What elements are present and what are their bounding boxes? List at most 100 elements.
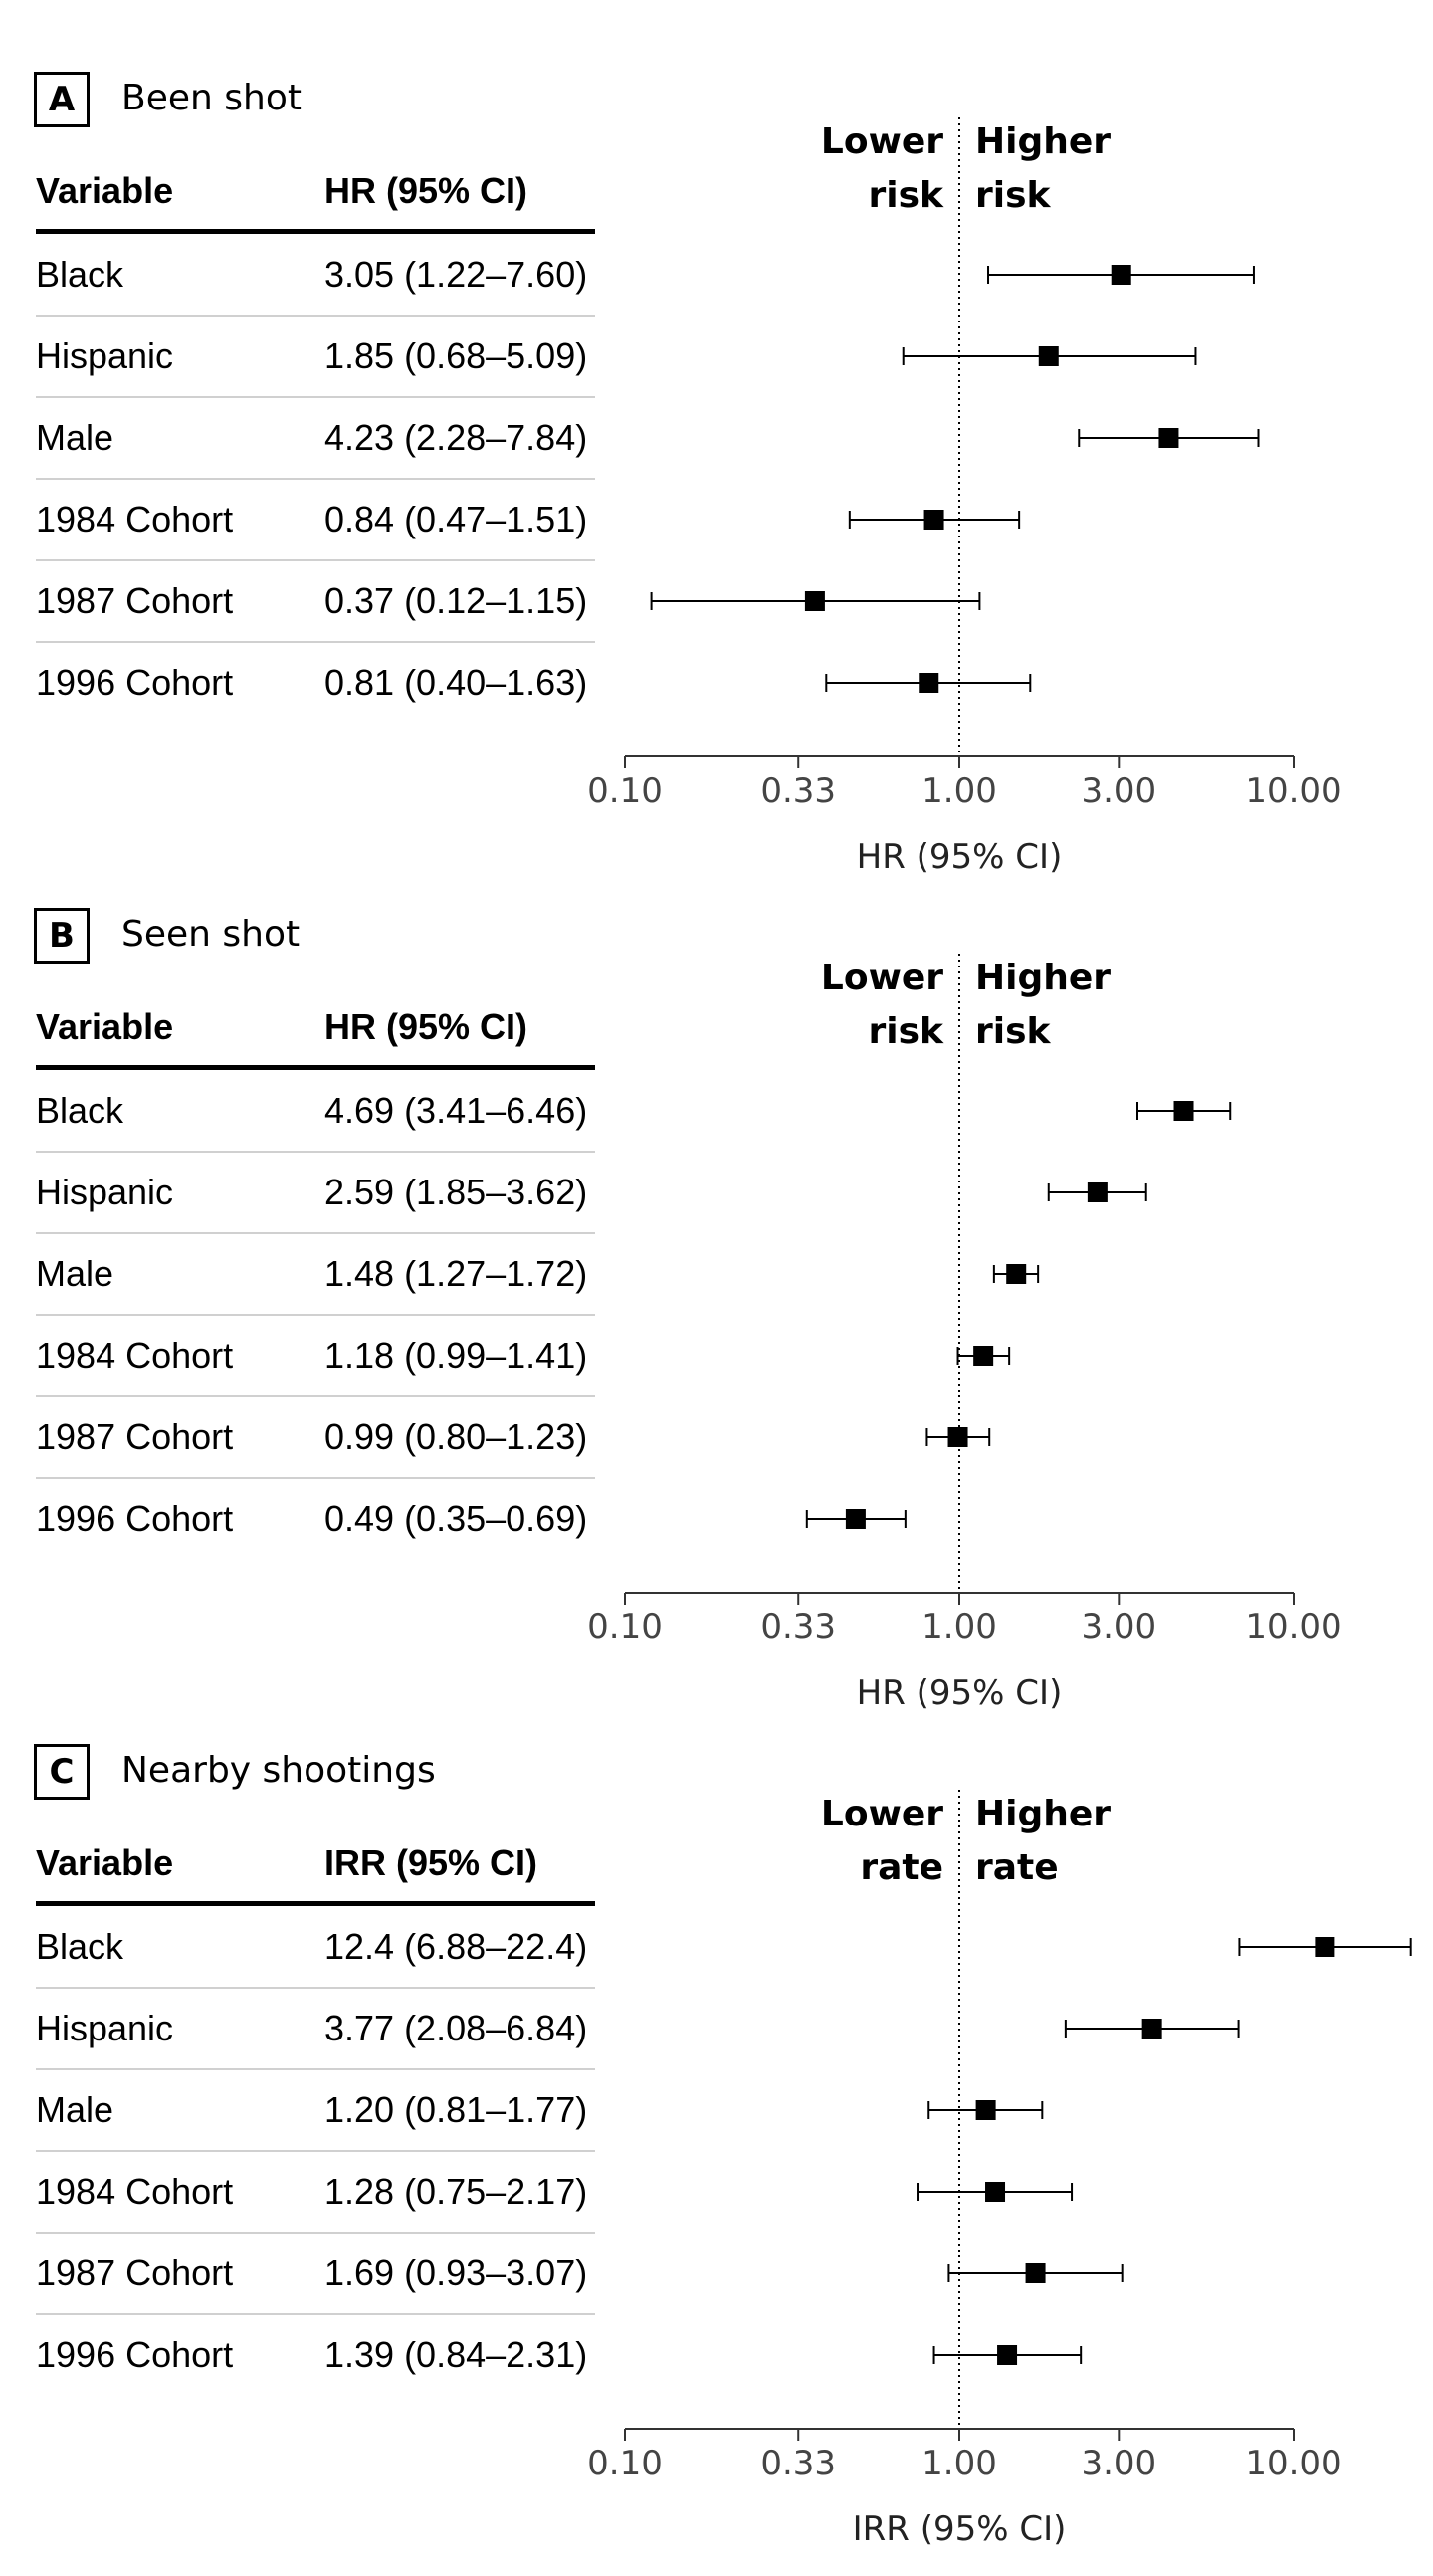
- point-estimate-marker: [1315, 1937, 1335, 1957]
- point-estimate-marker: [985, 2182, 1006, 2202]
- row-label: 1984 Cohort: [36, 2171, 234, 2212]
- row-estimate: 1.18 (0.99–1.41): [324, 1335, 588, 1376]
- direction-label-lower: Lower: [821, 958, 943, 998]
- panel-b: B Seen shot Variable HR (95% CI) Black 4.69 (…: [0, 906, 1433, 1740]
- row-estimate: 1.20 (0.81–1.77): [324, 2089, 588, 2130]
- panel-title: Been shot: [121, 78, 302, 118]
- direction-label-higher: Higher: [975, 958, 1111, 998]
- ci-series-row: [917, 2182, 1074, 2202]
- row-label: 1987 Cohort: [36, 1416, 234, 1457]
- panel-title: Nearby shootings: [121, 1750, 436, 1791]
- table-row: 1996 Cohort 1.39 (0.84–2.31): [36, 2315, 595, 2397]
- table-row: 1987 Cohort 1.69 (0.93–3.07): [36, 2234, 595, 2315]
- row-estimate: 0.84 (0.47–1.51): [324, 499, 588, 539]
- row-label: Black: [36, 1926, 124, 1967]
- row-label: 1996 Cohort: [36, 662, 234, 703]
- x-tick-label: 3.00: [1081, 1608, 1156, 1647]
- row-estimate: 12.4 (6.88–22.4): [324, 1926, 588, 1967]
- point-estimate-marker: [1025, 2263, 1046, 2283]
- x-tick-label: 3.00: [1081, 2444, 1156, 2483]
- x-tick-label: 1.00: [921, 1608, 997, 1647]
- table-row: Black 12.4 (6.88–22.4): [36, 1907, 595, 1989]
- row-estimate: 1.69 (0.93–3.07): [324, 2253, 588, 2293]
- table-row: Hispanic 3.77 (2.08–6.84): [36, 1989, 595, 2070]
- row-estimate: 0.81 (0.40–1.63): [324, 662, 588, 703]
- row-label: 1996 Cohort: [36, 1498, 234, 1539]
- direction-label-higher: risk: [975, 1011, 1052, 1052]
- panel-title: Seen shot: [121, 914, 301, 955]
- direction-label-lower: Lower: [821, 121, 943, 162]
- ci-series-row: [650, 591, 981, 611]
- ci-series-row: [1078, 428, 1260, 448]
- row-divider: [36, 1151, 595, 1153]
- x-tick-label: 10.00: [1245, 1608, 1341, 1647]
- point-estimate-marker: [804, 591, 825, 611]
- row-estimate: 4.23 (2.28–7.84): [324, 417, 588, 458]
- table-row: Male 1.20 (0.81–1.77): [36, 2070, 595, 2152]
- table-row: Male 1.48 (1.27–1.72): [36, 1234, 595, 1316]
- header-rule: [36, 1065, 595, 1070]
- table-row: Black 4.69 (3.41–6.46): [36, 1071, 595, 1153]
- direction-label-higher: Higher: [975, 121, 1111, 162]
- direction-label-higher: rate: [975, 1847, 1059, 1888]
- point-estimate-marker: [1158, 428, 1179, 448]
- column-header-estimate: HR (95% CI): [324, 170, 528, 211]
- row-label: 1987 Cohort: [36, 580, 234, 621]
- ci-series-row: [932, 2345, 1083, 2365]
- point-estimate-marker: [997, 2345, 1018, 2365]
- x-tick-label: 10.00: [1245, 2444, 1341, 2483]
- row-estimate: 1.48 (1.27–1.72): [324, 1253, 588, 1294]
- row-estimate: 3.77 (2.08–6.84): [324, 2008, 588, 2048]
- panel-letter: A: [34, 72, 90, 127]
- x-tick-label: 1.00: [921, 2444, 997, 2483]
- x-tick-label: 10.00: [1245, 771, 1341, 811]
- table-row: 1984 Cohort 0.84 (0.47–1.51): [36, 480, 595, 561]
- point-estimate-marker: [947, 1427, 968, 1447]
- row-estimate: 0.49 (0.35–0.69): [324, 1498, 588, 1539]
- ci-series-row: [987, 265, 1255, 285]
- point-estimate-marker: [1087, 1182, 1108, 1202]
- column-header-estimate: HR (95% CI): [324, 1006, 528, 1047]
- table-row: Male 4.23 (2.28–7.84): [36, 398, 595, 480]
- table-row: 1984 Cohort 1.18 (0.99–1.41): [36, 1316, 595, 1397]
- row-divider: [36, 2232, 595, 2234]
- table-row: 1996 Cohort 0.81 (0.40–1.63): [36, 643, 595, 725]
- row-estimate: 1.39 (0.84–2.31): [324, 2334, 588, 2375]
- x-tick-label: 0.33: [760, 2444, 836, 2483]
- ci-series-row: [1136, 1101, 1232, 1121]
- point-estimate-marker: [845, 1509, 866, 1529]
- x-tick-label: 3.00: [1081, 771, 1156, 811]
- row-label: Male: [36, 417, 114, 458]
- ci-series-row: [927, 2100, 1044, 2120]
- point-estimate-marker: [1006, 1264, 1027, 1284]
- row-divider: [36, 478, 595, 480]
- row-label: 1987 Cohort: [36, 2253, 234, 2293]
- row-label: Male: [36, 1253, 114, 1294]
- ci-series-row: [992, 1264, 1040, 1284]
- row-divider: [36, 2150, 595, 2152]
- ci-series-row: [1238, 1937, 1412, 1957]
- panel-c: C Nearby shootings Variable IRR (95% CI) Bla…: [0, 1742, 1433, 2576]
- column-header-variable: Variable: [36, 1842, 174, 1883]
- x-tick-label: 0.10: [587, 1608, 663, 1647]
- point-estimate-marker: [923, 510, 944, 530]
- direction-label-lower: rate: [860, 1847, 943, 1888]
- direction-label-higher: risk: [975, 175, 1052, 216]
- row-label: 1984 Cohort: [36, 1335, 234, 1376]
- row-estimate: 1.28 (0.75–2.17): [324, 2171, 588, 2212]
- ci-series-row: [848, 510, 1021, 530]
- table-row: 1996 Cohort 0.49 (0.35–0.69): [36, 1479, 595, 1561]
- header-rule: [36, 229, 595, 234]
- column-header-variable: Variable: [36, 1006, 174, 1047]
- panel-letter: C: [34, 1744, 90, 1800]
- direction-label-higher: Higher: [975, 1794, 1111, 1834]
- row-label: Hispanic: [36, 335, 174, 376]
- row-divider: [36, 315, 595, 317]
- forest-plot: Lower rate Higher rate 0.10 0.33 1.00 3.00 10.00…: [587, 1790, 1412, 2549]
- direction-label-lower: risk: [869, 175, 945, 216]
- ci-series-row: [1047, 1182, 1147, 1202]
- row-divider: [36, 559, 595, 561]
- row-divider: [36, 2313, 595, 2315]
- ci-series-row: [947, 2263, 1124, 2283]
- row-divider: [36, 641, 595, 643]
